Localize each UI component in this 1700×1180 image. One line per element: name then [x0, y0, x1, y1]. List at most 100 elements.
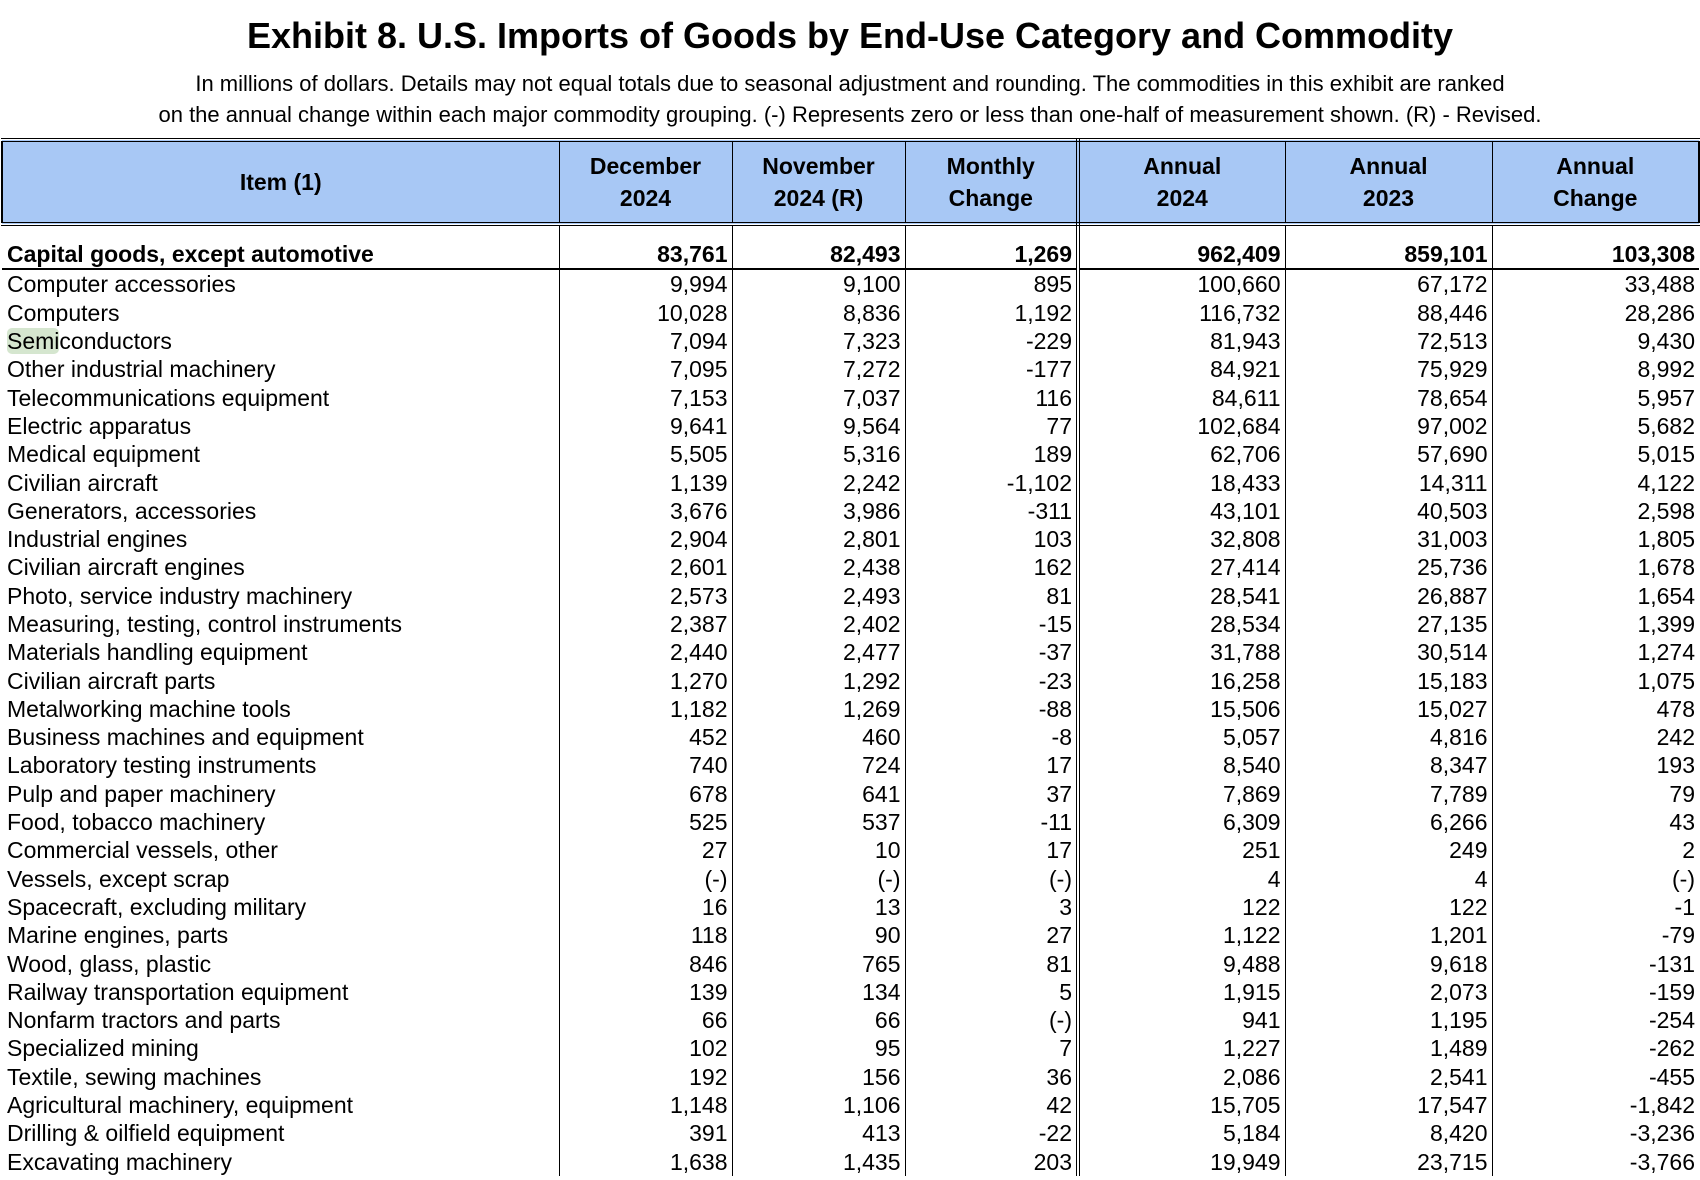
row-item-label: Excavating machinery — [7, 1148, 232, 1175]
table-row: Food, tobacco machinery 525 537 -11 6,309 6,2… — [2, 807, 1699, 837]
cell-dec-2024: 1,638 — [558, 1147, 732, 1176]
cell-dec-2024: 10,028 — [558, 298, 732, 327]
cell-annual-2024: 43,101 — [1210, 497, 1281, 524]
cell-annual-2023: 23,715 — [1284, 1147, 1492, 1176]
cell-monthly-change: 17 — [904, 836, 1080, 865]
cell-annual-2024: 84,921 — [1210, 356, 1281, 383]
row-item-label: Generators, accessories — [7, 497, 257, 524]
cell-annual-2023: 2,073 — [1284, 977, 1492, 1007]
cell-annual-2024: 6,309 — [1222, 809, 1281, 836]
row-item-label: Other industrial machinery — [7, 356, 276, 383]
table-row: Civilian aircraft parts 1,270 1,292 -23 16,2… — [2, 666, 1699, 695]
row-item-label: Spacecraft, excluding military — [7, 893, 307, 920]
cell-annual-2024: 62,706 — [1210, 441, 1281, 468]
cell-dec-2024: 83,761 — [558, 240, 732, 271]
cell-annual-change: 242 — [1491, 723, 1699, 752]
cell-annual-change: 478 — [1491, 694, 1699, 724]
row-item-label: Textile, sewing machines — [7, 1063, 262, 1090]
table-row: Drilling & oilfield equipment 391 413 -22 5,… — [2, 1119, 1699, 1148]
cell-annual-change: 103,308 — [1491, 240, 1699, 271]
cell-nov-2024: 9,100 — [731, 269, 905, 299]
table-row: Laboratory testing instruments 740 724 17 8,… — [2, 751, 1699, 780]
table-row: Other industrial machinery 7,095 7,272 -177… — [2, 355, 1699, 384]
cell-nov-2024: 13 — [731, 892, 905, 922]
cell-dec-2024: 9,641 — [558, 411, 732, 441]
cell-annual-2024: 9,488 — [1222, 950, 1281, 977]
cell-annual-change: -1 — [1491, 892, 1699, 922]
row-item-label: Nonfarm tractors and parts — [7, 1007, 281, 1034]
cell-annual-2023: 15,027 — [1284, 694, 1492, 724]
cell-dec-2024: 2,904 — [558, 524, 732, 554]
row-item-label: Civilian aircraft engines — [7, 554, 245, 581]
row-item-label: Railway transportation equipment — [7, 978, 349, 1005]
cell-annual-change: 28,286 — [1491, 298, 1699, 327]
row-item-label: Measuring, testing, control instruments — [7, 611, 403, 637]
cell-annual-2023: 78,654 — [1284, 383, 1492, 412]
row-item-label: Telecommunications equipment — [7, 384, 330, 411]
cell-annual-change: 2 — [1491, 836, 1699, 865]
cell-dec-2024: 7,095 — [558, 355, 732, 384]
cell-annual-change: 33,488 — [1491, 269, 1699, 299]
cell-monthly-change: 103 — [904, 524, 1080, 554]
cell-nov-2024: 8,836 — [731, 298, 905, 327]
table-row: Textile, sewing machines 192 156 36 2,086 2,5… — [2, 1062, 1699, 1091]
table-row-total: Capital goods, except automotive 83,761 … — [2, 240, 1699, 271]
cell-annual-2024: 81,943 — [1210, 328, 1281, 355]
cell-annual-2023: 75,929 — [1284, 355, 1492, 384]
cell-annual-change: 1,678 — [1491, 553, 1699, 582]
row-item-label: Metalworking machine tools — [7, 695, 291, 722]
cell-monthly-change: 42 — [904, 1090, 1080, 1120]
table-row: Civilian aircraft 1,139 2,242 -1,102 18,433 1… — [2, 468, 1699, 497]
cell-dec-2024: 102 — [558, 1034, 732, 1063]
cell-dec-2024: 7,153 — [558, 383, 732, 412]
cell-annual-2023: 25,736 — [1284, 553, 1492, 582]
cell-annual-2024: 15,506 — [1210, 695, 1281, 722]
cell-nov-2024: (-) — [731, 864, 905, 893]
cell-nov-2024: 66 — [731, 1006, 905, 1035]
cell-nov-2024: 95 — [731, 1034, 905, 1063]
column-header-annual-2023: Annual 2023 — [1284, 138, 1493, 226]
cell-annual-2023: 67,172 — [1284, 269, 1492, 299]
cell-nov-2024: 90 — [731, 921, 905, 950]
cell-dec-2024: 1,270 — [558, 666, 732, 695]
cell-annual-change: -79 — [1491, 921, 1699, 950]
cell-annual-2024: 251 — [1242, 837, 1281, 864]
cell-monthly-change: 77 — [904, 411, 1080, 441]
cell-annual-2023: 8,347 — [1284, 751, 1492, 780]
cell-nov-2024: 82,493 — [731, 240, 905, 271]
table-row: Computer accessories 9,994 9,100 895 100,660… — [2, 269, 1699, 299]
cell-annual-change: 1,075 — [1491, 666, 1699, 695]
table-row: Commercial vessels, other 27 10 17 251 249 2 — [2, 836, 1699, 865]
cell-dec-2024: 66 — [558, 1006, 732, 1035]
cell-monthly-change: -11 — [904, 807, 1080, 837]
cell-annual-2024: 27,414 — [1210, 554, 1281, 581]
row-item-label: Industrial engines — [7, 526, 188, 553]
cell-monthly-change: 7 — [904, 1034, 1080, 1063]
exhibit-title: Exhibit 8. U.S. Imports of Goods by End-… — [246, 15, 1454, 56]
cell-monthly-change: -37 — [904, 638, 1080, 667]
cell-nov-2024: 2,477 — [731, 638, 905, 667]
cell-nov-2024: 2,402 — [731, 609, 905, 639]
cell-dec-2024: 2,387 — [558, 609, 732, 639]
cell-dec-2024: 740 — [558, 751, 732, 780]
cell-monthly-change: 5 — [904, 977, 1080, 1007]
cell-annual-change: 8,992 — [1491, 355, 1699, 384]
row-item-label: Pulp and paper machinery — [7, 780, 276, 807]
cell-annual-2023: 8,420 — [1284, 1119, 1492, 1148]
cell-annual-2023: 57,690 — [1284, 440, 1492, 469]
table-row: Nonfarm tractors and parts 66 66 (-) 941 1,19… — [2, 1006, 1699, 1035]
cell-monthly-change: 36 — [904, 1062, 1080, 1091]
cell-monthly-change: (-) — [904, 1006, 1080, 1035]
cell-dec-2024: 525 — [558, 807, 732, 837]
cell-annual-2024: 18,433 — [1210, 469, 1281, 496]
table-row: Wood, glass, plastic 846 765 81 9,488 9,618 -1… — [2, 949, 1699, 978]
table-row: Marine engines, parts 118 90 27 1,122 1,201 -7… — [2, 921, 1699, 950]
cell-monthly-change: 37 — [904, 779, 1080, 808]
table-row: Materials handling equipment 2,440 2,477 -3… — [2, 638, 1699, 667]
cell-dec-2024: 2,601 — [558, 553, 732, 582]
cell-annual-2023: 27,135 — [1284, 609, 1492, 639]
cell-annual-2024: 32,808 — [1210, 526, 1281, 553]
cell-annual-2024: 15,705 — [1210, 1092, 1281, 1119]
column-header-annual-change: Annual Change — [1491, 138, 1700, 226]
row-item-label: Specialized mining — [7, 1035, 199, 1062]
